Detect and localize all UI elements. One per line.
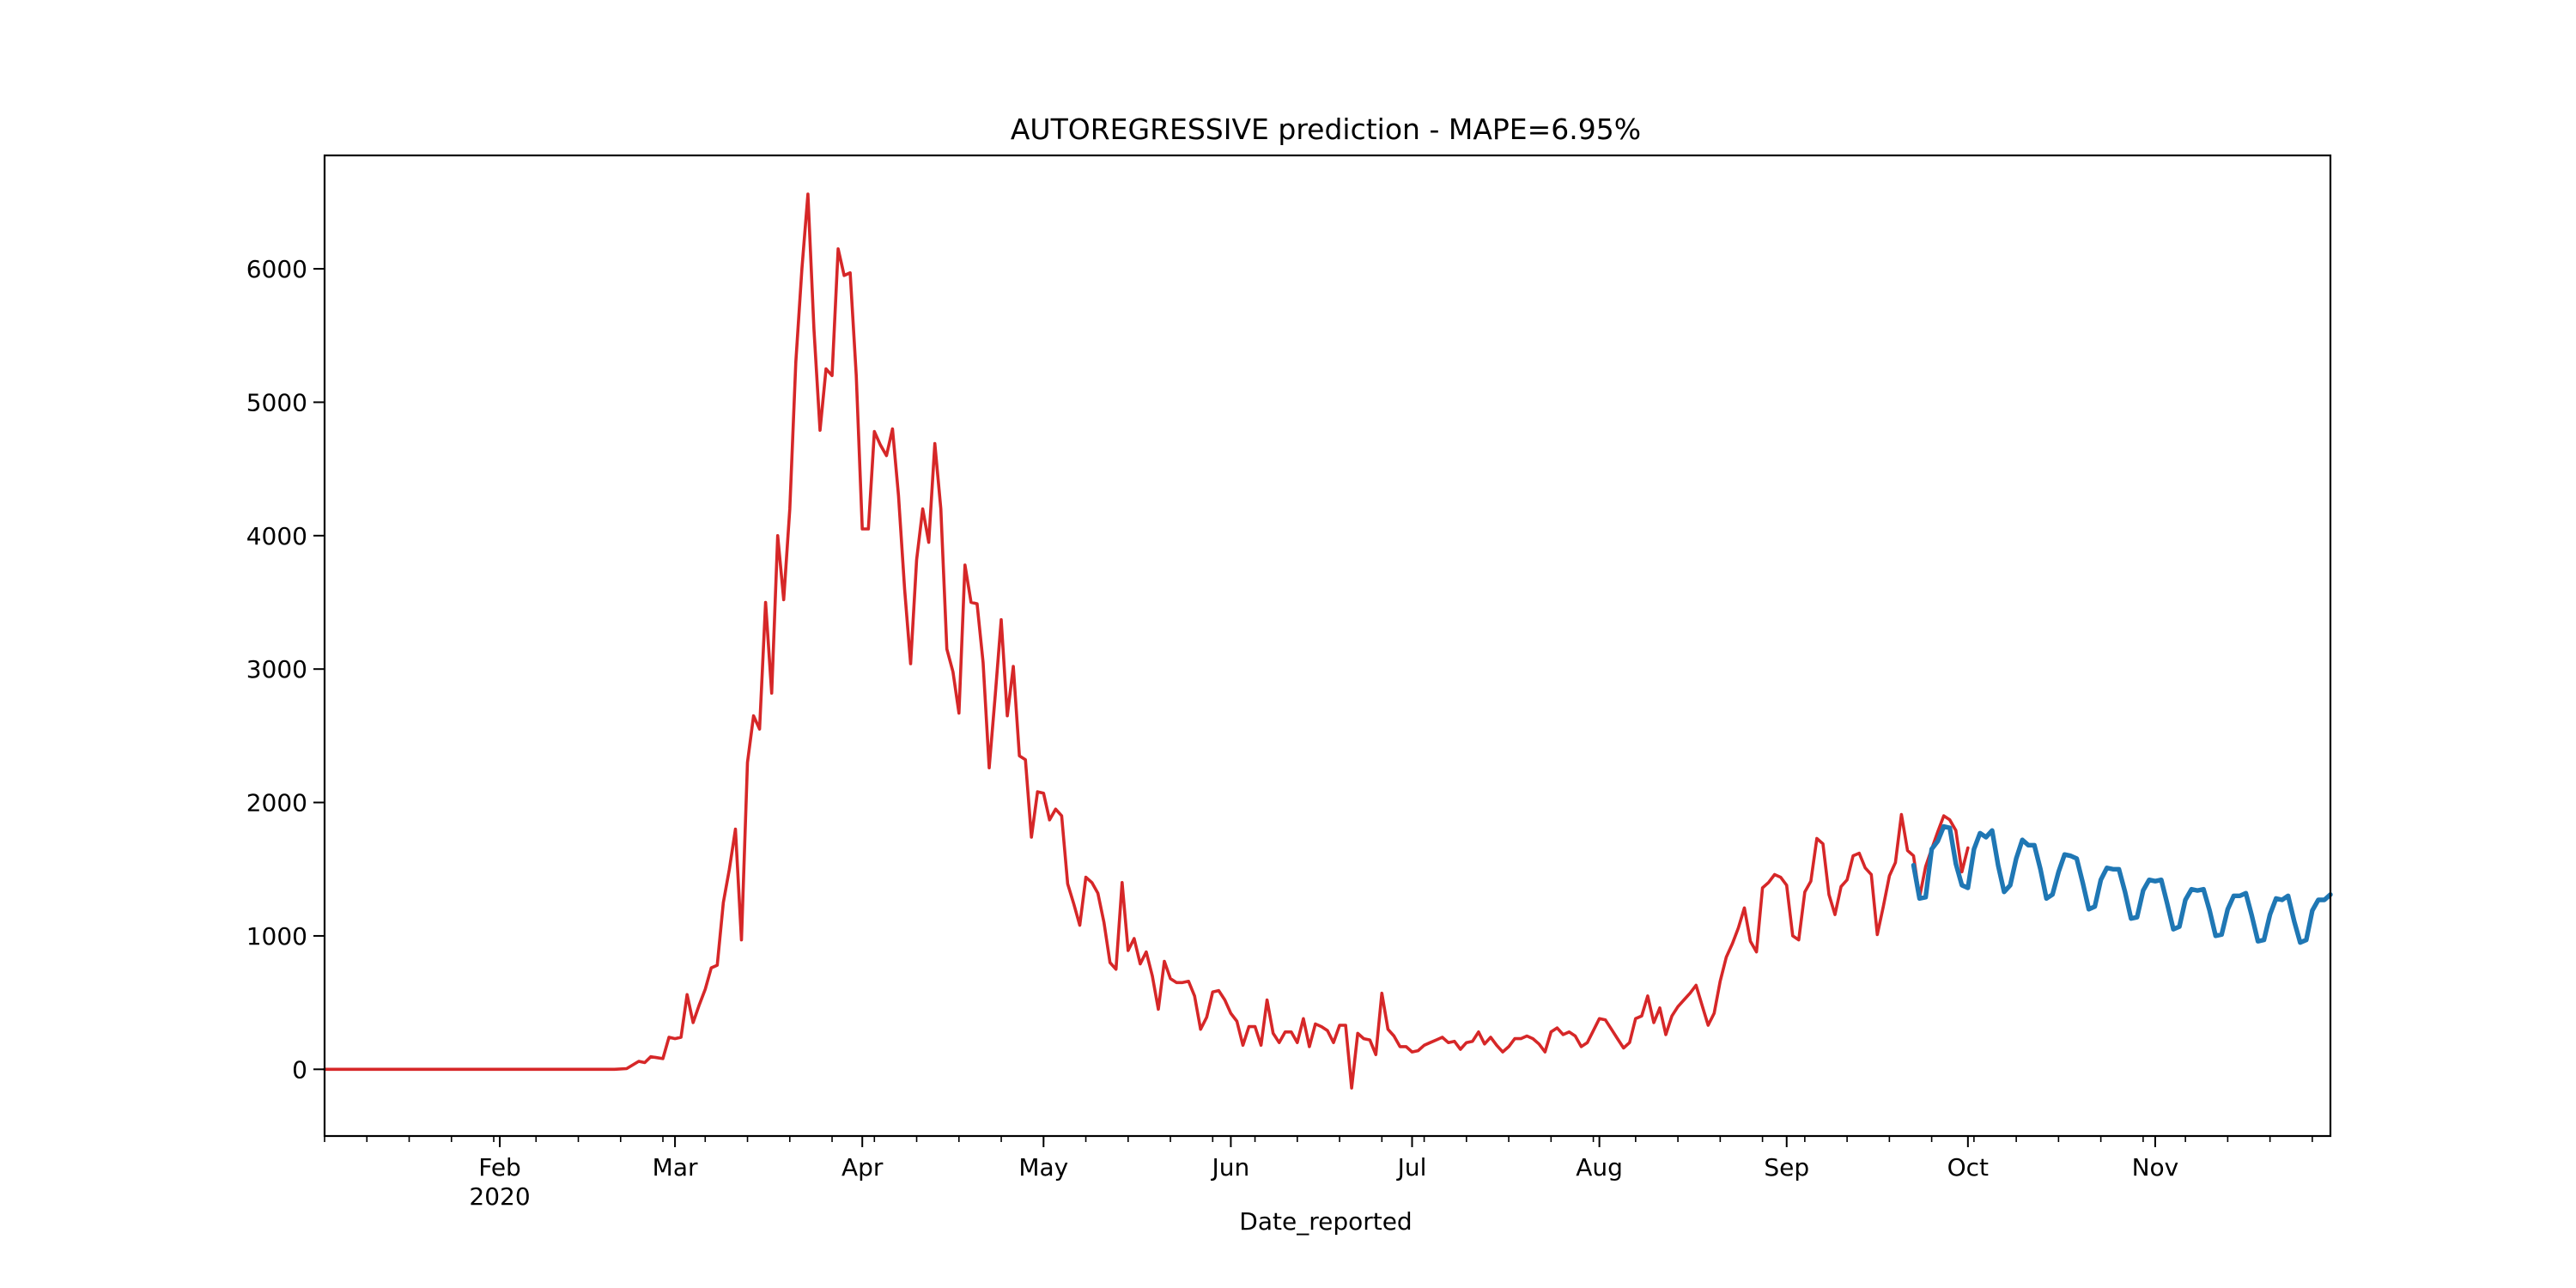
y-tick-label: 4000 bbox=[246, 522, 307, 550]
series-line-blue bbox=[1911, 823, 2333, 945]
y-tick-label: 2000 bbox=[246, 789, 307, 817]
y-tick-label: 3000 bbox=[246, 655, 307, 683]
x-tick-label: Jul bbox=[1396, 1153, 1427, 1182]
x-tick-label: Aug bbox=[1576, 1153, 1623, 1182]
x-tick-label: Sep bbox=[1764, 1153, 1809, 1182]
series-line-red bbox=[323, 192, 1970, 1090]
chart-title: AUTOREGRESSIVE prediction - MAPE=6.95% bbox=[1011, 112, 1641, 146]
x-tick-label: Mar bbox=[653, 1153, 698, 1182]
y-tick-label: 6000 bbox=[246, 255, 307, 283]
x-minor-ticks bbox=[324, 1136, 2313, 1142]
x-tick-sublabel: 2020 bbox=[469, 1182, 530, 1211]
axes-frame bbox=[323, 154, 2332, 1138]
y-tick-label: 1000 bbox=[246, 922, 307, 951]
x-tick-label: Feb bbox=[478, 1153, 521, 1182]
x-tick-label: Apr bbox=[841, 1153, 884, 1182]
x-axis-label: Date_reported bbox=[1239, 1207, 1412, 1236]
y-tick-label: 0 bbox=[292, 1055, 307, 1084]
y-axis: 0 1000 2000 3000 4000 5000 6000 bbox=[246, 255, 325, 1084]
x-tick-label: Jun bbox=[1211, 1153, 1250, 1182]
y-tick-label: 5000 bbox=[246, 388, 307, 416]
x-tick-label: May bbox=[1018, 1153, 1068, 1182]
x-tick-label: Nov bbox=[2132, 1153, 2179, 1182]
x-tick-label: Oct bbox=[1947, 1153, 1989, 1182]
plot-lines bbox=[323, 192, 2333, 1090]
